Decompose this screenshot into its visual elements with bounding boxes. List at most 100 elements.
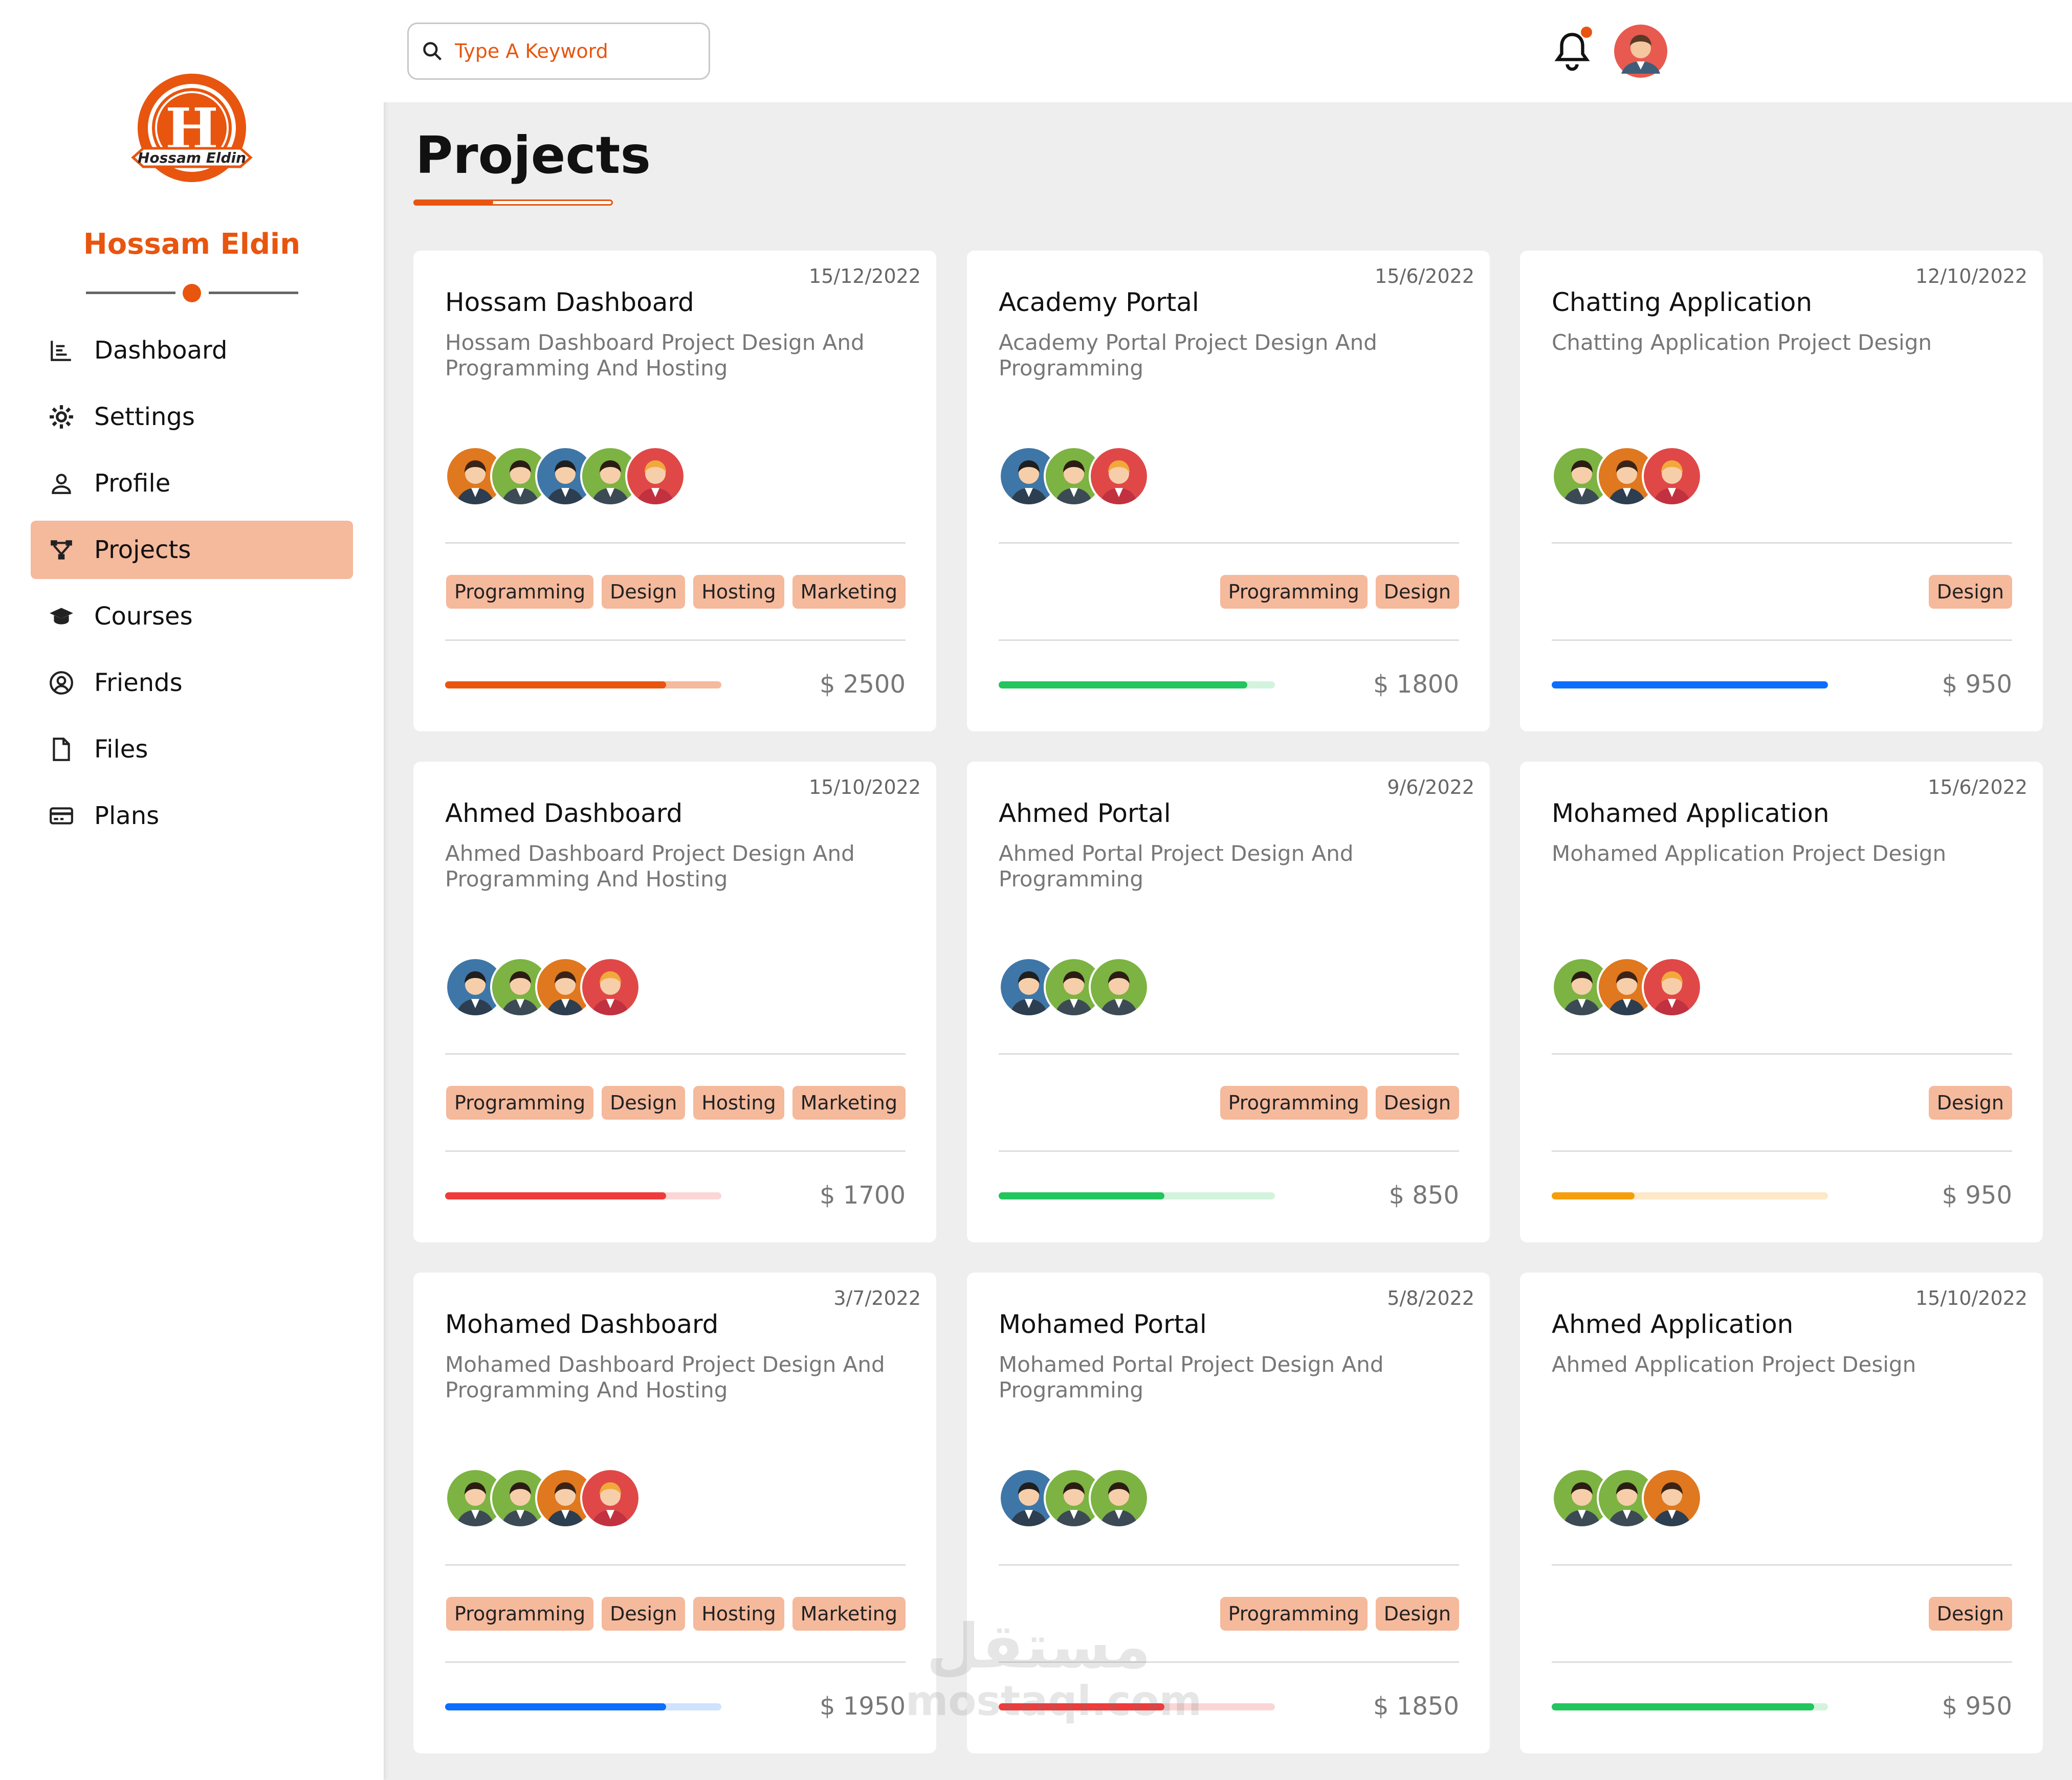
sidebar-item-label: Settings: [94, 403, 195, 431]
project-tag[interactable]: Programming: [446, 575, 594, 609]
project-tags: Design: [1928, 575, 2012, 609]
project-price: $ 950: [1942, 1181, 2012, 1210]
project-tag[interactable]: Design: [1375, 1086, 1459, 1120]
member-avatar[interactable]: [580, 1468, 641, 1528]
project-tag[interactable]: Programming: [1220, 1597, 1368, 1631]
page-title: Projects: [415, 125, 651, 185]
member-avatar[interactable]: [1642, 1468, 1702, 1528]
member-avatar[interactable]: [1089, 1468, 1149, 1528]
project-card[interactable]: 15/6/2022 Mohamed Application Mohamed Appl…: [1520, 762, 2043, 1242]
sidebar-item-dashboard[interactable]: Dashboard: [31, 321, 353, 380]
member-avatar[interactable]: [445, 1468, 505, 1528]
user-circle-icon: [47, 669, 76, 697]
project-tag[interactable]: Design: [1375, 1597, 1459, 1631]
project-description: Mohamed Application Project Design: [1552, 841, 1947, 866]
sidebar-item-label: Plans: [94, 802, 160, 830]
project-card[interactable]: 15/12/2022 Hossam Dashboard Hossam Dashboa…: [413, 251, 936, 731]
project-tags: Design: [1928, 1597, 2012, 1631]
title-underline: [413, 199, 613, 206]
search-input[interactable]: [455, 40, 700, 62]
project-date: 15/12/2022: [808, 265, 921, 287]
project-tag[interactable]: Hosting: [693, 1086, 784, 1120]
project-tag[interactable]: Hosting: [693, 575, 784, 609]
project-tag[interactable]: Programming: [1220, 1086, 1368, 1120]
project-tag[interactable]: Design: [602, 575, 686, 609]
member-avatar[interactable]: [580, 957, 641, 1017]
project-tag[interactable]: Design: [1928, 575, 2012, 609]
project-date: 9/6/2022: [1387, 776, 1474, 798]
project-card[interactable]: 12/10/2022 Chatting Application Chatting A…: [1520, 251, 2043, 731]
project-card[interactable]: 15/6/2022 Academy Portal Academy Portal Pr…: [967, 251, 1490, 731]
project-description: Mohamed Dashboard Project Design And Pro…: [445, 1352, 885, 1403]
divider: [445, 639, 906, 641]
project-card[interactable]: 5/8/2022 Mohamed Portal Mohamed Portal Pro…: [967, 1273, 1490, 1753]
member-avatar[interactable]: [1597, 1468, 1657, 1528]
sidebar-item-friends[interactable]: Friends: [31, 654, 353, 712]
project-title: Ahmed Portal: [999, 798, 1171, 828]
sidebar-item-courses[interactable]: Courses: [31, 587, 353, 646]
project-tag[interactable]: Design: [602, 1086, 686, 1120]
project-tag[interactable]: Design: [1375, 575, 1459, 609]
member-avatar[interactable]: [1552, 446, 1612, 506]
member-avatar[interactable]: [1552, 957, 1612, 1017]
member-avatar[interactable]: [445, 446, 505, 506]
search-icon: [423, 42, 442, 61]
project-card[interactable]: 9/6/2022 Ahmed Portal Ahmed Portal Project…: [967, 762, 1490, 1242]
project-price: $ 950: [1942, 670, 2012, 699]
sidebar-item-settings[interactable]: Settings: [31, 388, 353, 446]
member-avatar[interactable]: [1552, 1468, 1612, 1528]
sidebar-item-files[interactable]: Files: [31, 720, 353, 778]
member-avatar[interactable]: [490, 1468, 550, 1528]
gear-icon: [47, 403, 76, 431]
member-avatar[interactable]: [1597, 446, 1657, 506]
member-avatar[interactable]: [1089, 957, 1149, 1017]
project-title: Ahmed Dashboard: [445, 798, 683, 828]
member-avatar[interactable]: [580, 446, 641, 506]
sidebar-item-label: Friends: [94, 669, 183, 697]
project-title: Ahmed Application: [1552, 1309, 1794, 1339]
divider: [999, 1150, 1459, 1152]
project-tags: Programming Design: [1220, 1597, 1459, 1631]
project-tag[interactable]: Marketing: [792, 1086, 906, 1120]
progress-bar: [999, 1703, 1275, 1710]
project-title: Mohamed Portal: [999, 1309, 1207, 1339]
project-tag[interactable]: Design: [1928, 1086, 2012, 1120]
sidebar: H Hossam Eldin Hossam Eldin Dashboard Se…: [0, 0, 384, 1780]
progress-bar: [999, 1192, 1275, 1199]
member-avatar[interactable]: [1642, 446, 1702, 506]
project-card[interactable]: 3/7/2022 Mohamed Dashboard Mohamed Dashboa…: [413, 1273, 936, 1753]
project-tag[interactable]: Hosting: [693, 1597, 784, 1631]
divider-dot: [183, 284, 201, 302]
member-avatar[interactable]: [445, 957, 505, 1017]
project-tag[interactable]: Marketing: [792, 575, 906, 609]
sidebar-item-projects[interactable]: Projects: [31, 521, 353, 579]
project-tag[interactable]: Programming: [446, 1597, 594, 1631]
project-tags: Design: [1928, 1086, 2012, 1120]
search-box[interactable]: [407, 23, 710, 80]
project-tag[interactable]: Programming: [446, 1086, 594, 1120]
sidebar-item-plans[interactable]: Plans: [31, 787, 353, 845]
project-card[interactable]: 15/10/2022 Ahmed Dashboard Ahmed Dashboard…: [413, 762, 936, 1242]
member-avatar[interactable]: [535, 957, 596, 1017]
project-tag[interactable]: Design: [602, 1597, 686, 1631]
project-tag[interactable]: Design: [1928, 1597, 2012, 1631]
project-price: $ 1700: [820, 1181, 906, 1210]
progress-fill: [999, 1703, 1164, 1710]
sidebar-item-profile[interactable]: Profile: [31, 454, 353, 513]
project-price: $ 1850: [1373, 1692, 1459, 1721]
project-tag[interactable]: Marketing: [792, 1597, 906, 1631]
member-avatar[interactable]: [1044, 1468, 1104, 1528]
member-avatar[interactable]: [1642, 957, 1702, 1017]
project-price: $ 850: [1388, 1181, 1459, 1210]
project-title: Mohamed Dashboard: [445, 1309, 719, 1339]
member-avatar[interactable]: [1089, 446, 1149, 506]
member-avatar[interactable]: [1044, 957, 1104, 1017]
member-avatar[interactable]: [1597, 957, 1657, 1017]
member-avatar[interactable]: [625, 446, 686, 506]
progress-fill: [445, 681, 666, 688]
project-card[interactable]: 15/10/2022 Ahmed Application Ahmed Applica…: [1520, 1273, 2043, 1753]
avatar[interactable]: [1614, 25, 1667, 78]
bell-icon[interactable]: [1553, 30, 1592, 72]
divider: [999, 542, 1459, 544]
project-tag[interactable]: Programming: [1220, 575, 1368, 609]
